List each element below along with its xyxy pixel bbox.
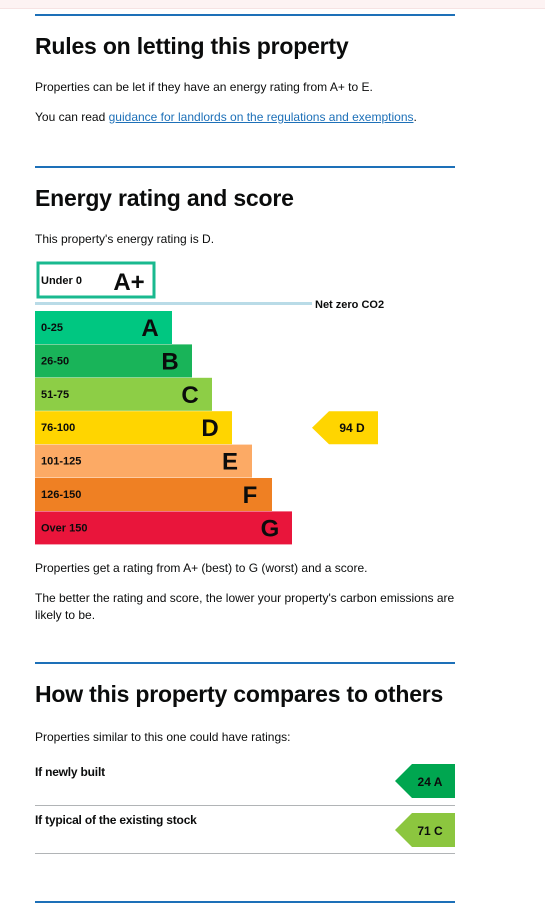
- rules-heading: Rules on letting this property: [35, 33, 349, 59]
- newly-built-rating-arrow: 24 A: [395, 764, 455, 798]
- band-range-label: 0-25: [41, 322, 63, 334]
- net-zero-label: Net zero CO2: [315, 299, 384, 311]
- band-a: [35, 311, 172, 344]
- band-letter: G: [261, 515, 280, 542]
- section-divider: [35, 662, 455, 664]
- band-a-plus: [36, 261, 156, 299]
- band-f: [35, 478, 272, 511]
- section-divider: [35, 901, 455, 903]
- row-divider: [35, 805, 455, 806]
- compare-row-label-new: If newly built: [35, 765, 105, 779]
- top-banner-strip: [0, 0, 545, 9]
- typical-stock-rating-arrow: 71 C: [395, 813, 455, 847]
- guidance-suffix: .: [413, 110, 417, 124]
- band-range-label: 51-75: [41, 389, 69, 401]
- section-divider: [35, 166, 455, 168]
- guidance-link[interactable]: guidance for landlords on the regulation…: [108, 110, 414, 124]
- band-letter: E: [222, 449, 238, 476]
- band-range-label: Over 150: [41, 522, 87, 534]
- band-letter: D: [201, 415, 218, 442]
- energy-explain-1: Properties get a rating from A+ (best) t…: [35, 561, 368, 575]
- typical-stock-rating-text: 71 C: [417, 824, 443, 838]
- current-rating-arrow: [312, 411, 378, 445]
- band-letter: C: [181, 382, 198, 409]
- rules-intro: Properties can be let if they have an en…: [35, 80, 373, 94]
- band-d: [35, 411, 232, 445]
- guidance-paragraph: You can read guidance for landlords on t…: [35, 109, 417, 126]
- band-letter: A+: [113, 269, 144, 296]
- newly-built-rating-text: 24 A: [418, 775, 443, 789]
- energy-summary: This property's energy rating is D.: [35, 232, 215, 246]
- compare-intro: Properties similar to this one could hav…: [35, 730, 291, 744]
- current-rating-text: 94 D: [339, 421, 365, 435]
- row-divider: [35, 853, 455, 854]
- section-divider: [35, 14, 455, 16]
- band-range-label: 126-150: [41, 489, 81, 501]
- band-range-label: 76-100: [41, 422, 75, 434]
- band-c: [35, 377, 212, 411]
- band-letter: A: [141, 315, 158, 342]
- band-range-label: Under 0: [41, 275, 82, 287]
- band-range-label: 26-50: [41, 355, 69, 367]
- energy-explain-2: The better the rating and score, the low…: [35, 591, 455, 622]
- energy-heading: Energy rating and score: [35, 185, 294, 211]
- band-g: [35, 511, 292, 545]
- guidance-prefix: You can read: [35, 110, 109, 124]
- band-letter: F: [243, 482, 258, 509]
- band-range-label: 101-125: [41, 456, 81, 468]
- band-e: [35, 444, 252, 478]
- compare-heading: How this property compares to others: [35, 681, 444, 707]
- compare-row-label-typical: If typical of the existing stock: [35, 813, 197, 827]
- band-b: [35, 344, 192, 378]
- net-zero-line: [35, 302, 312, 305]
- band-letter: B: [161, 348, 178, 375]
